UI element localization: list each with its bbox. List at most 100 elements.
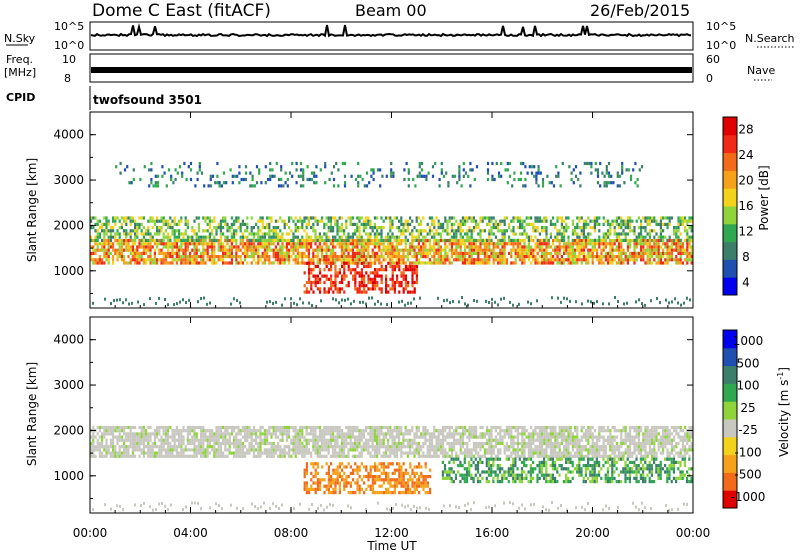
heatmap-cell: [292, 425, 295, 430]
heatmap-cell: [131, 238, 134, 242]
heatmap-cell: [411, 284, 414, 288]
heatmap-cell: [664, 235, 667, 239]
heatmap-cell: [327, 451, 330, 455]
heatmap-cell: [609, 245, 612, 249]
heatmap-cell: [347, 242, 350, 246]
heatmap-cell: [345, 226, 348, 230]
heatmap-cell: [193, 432, 196, 436]
heatmap-cell: [164, 229, 167, 233]
heatmap-cell: [398, 229, 401, 233]
heatmap-cell: [125, 261, 128, 265]
heatmap-cell: [578, 248, 581, 252]
heatmap-cell: [226, 242, 229, 246]
heatmap-cell: [686, 242, 689, 246]
heatmap-cell: [125, 248, 128, 252]
heatmap-cell: [181, 174, 184, 178]
heatmap-cell: [239, 451, 242, 455]
heatmap-cell: [439, 441, 442, 446]
heatmap-cell: [442, 229, 445, 233]
heatmap-cell: [371, 271, 374, 275]
heatmap-cell: [407, 168, 410, 172]
heatmap-cell: [567, 242, 570, 246]
heatmap-cell: [145, 248, 148, 252]
heatmap-cell: [354, 274, 357, 278]
heatmap-cell: [241, 435, 244, 439]
heatmap-cell: [437, 432, 440, 436]
heatmap-speckle: [302, 301, 304, 305]
heatmap-cell: [230, 226, 233, 230]
heatmap-cell: [620, 216, 623, 220]
heatmap-cell: [129, 232, 132, 236]
heatmap-cell: [237, 261, 240, 265]
heatmap-cell: [591, 226, 594, 230]
heatmap-cell: [235, 255, 238, 259]
heatmap-cell: [301, 435, 304, 439]
heatmap-cell: [420, 222, 423, 226]
heatmap-cell: [134, 435, 137, 439]
heatmap-cell: [257, 232, 260, 236]
heatmap-cell: [686, 229, 689, 233]
heatmap-cell: [138, 445, 141, 449]
heatmap-cell: [200, 255, 203, 259]
heatmap-cell: [241, 242, 244, 246]
heatmap-cell: [374, 277, 377, 281]
heatmap-cell: [107, 242, 110, 246]
heatmap-cell: [191, 441, 194, 446]
heatmap-cell: [596, 219, 599, 223]
heatmap-cell: [288, 448, 291, 452]
heatmap-cell: [604, 255, 607, 259]
heatmap-cell: [310, 454, 313, 458]
heatmap-speckle: [116, 298, 118, 302]
heatmap-cell: [371, 261, 374, 265]
heatmap-cell: [576, 255, 579, 259]
heatmap-cell: [503, 229, 506, 233]
heatmap-cell: [338, 280, 341, 285]
heatmap-cell: [325, 248, 328, 252]
heatmap-cell: [613, 226, 616, 230]
heatmap-cell: [428, 251, 431, 255]
heatmap-cell: [114, 216, 117, 220]
heatmap-cell: [308, 290, 311, 294]
heatmap-cell: [356, 441, 359, 446]
heatmap-speckle: [461, 296, 463, 299]
heatmap-cell: [123, 445, 126, 449]
heatmap-cell: [325, 454, 328, 458]
heatmap-cell: [147, 454, 150, 458]
heatmap-cell: [314, 216, 317, 220]
heatmap-cell: [420, 448, 423, 452]
heatmap-cell: [398, 435, 401, 439]
heatmap-cell: [481, 229, 484, 233]
heatmap-cell: [197, 445, 200, 449]
heatmap-cell: [372, 168, 375, 172]
heatmap-cell: [679, 216, 682, 220]
heatmap-cell: [145, 432, 148, 436]
heatmap-cell: [380, 290, 383, 294]
heatmap-cell: [644, 235, 647, 239]
heatmap-cell: [620, 226, 623, 230]
heatmap-cell: [90, 251, 93, 255]
heatmap-cell: [283, 448, 286, 452]
heatmap-cell: [417, 239, 420, 243]
heatmap-cell: [123, 429, 126, 433]
heatmap-cell: [94, 235, 97, 239]
heatmap-cell: [415, 261, 418, 265]
heatmap-cell: [193, 242, 196, 246]
heatmap-cell: [305, 248, 308, 252]
heatmap-cell: [319, 271, 322, 275]
heatmap-cell: [466, 238, 469, 242]
heatmap-cell: [294, 429, 297, 433]
heatmap-cell: [330, 261, 333, 265]
heatmap-cell: [134, 441, 137, 446]
heatmap-cell: [675, 235, 678, 239]
heatmap-cell: [138, 222, 141, 226]
heatmap-cell: [169, 261, 172, 265]
heatmap-cell: [620, 245, 623, 249]
heatmap-cell: [228, 435, 231, 439]
heatmap-cell: [105, 229, 108, 233]
heatmap-cell: [439, 451, 442, 455]
heatmap-cell: [127, 232, 130, 236]
heatmap-cell: [327, 268, 330, 272]
heatmap-cell: [219, 441, 222, 446]
heatmap-cell: [382, 245, 385, 249]
heatmap-cell: [640, 251, 643, 255]
